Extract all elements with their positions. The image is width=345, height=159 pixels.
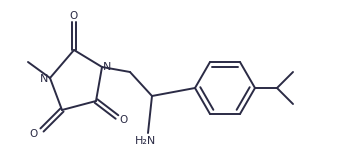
Text: O: O (30, 129, 38, 139)
Text: N: N (103, 62, 111, 72)
Text: O: O (70, 11, 78, 21)
Text: N: N (40, 74, 48, 84)
Text: H₂N: H₂N (135, 136, 157, 146)
Text: O: O (120, 115, 128, 125)
